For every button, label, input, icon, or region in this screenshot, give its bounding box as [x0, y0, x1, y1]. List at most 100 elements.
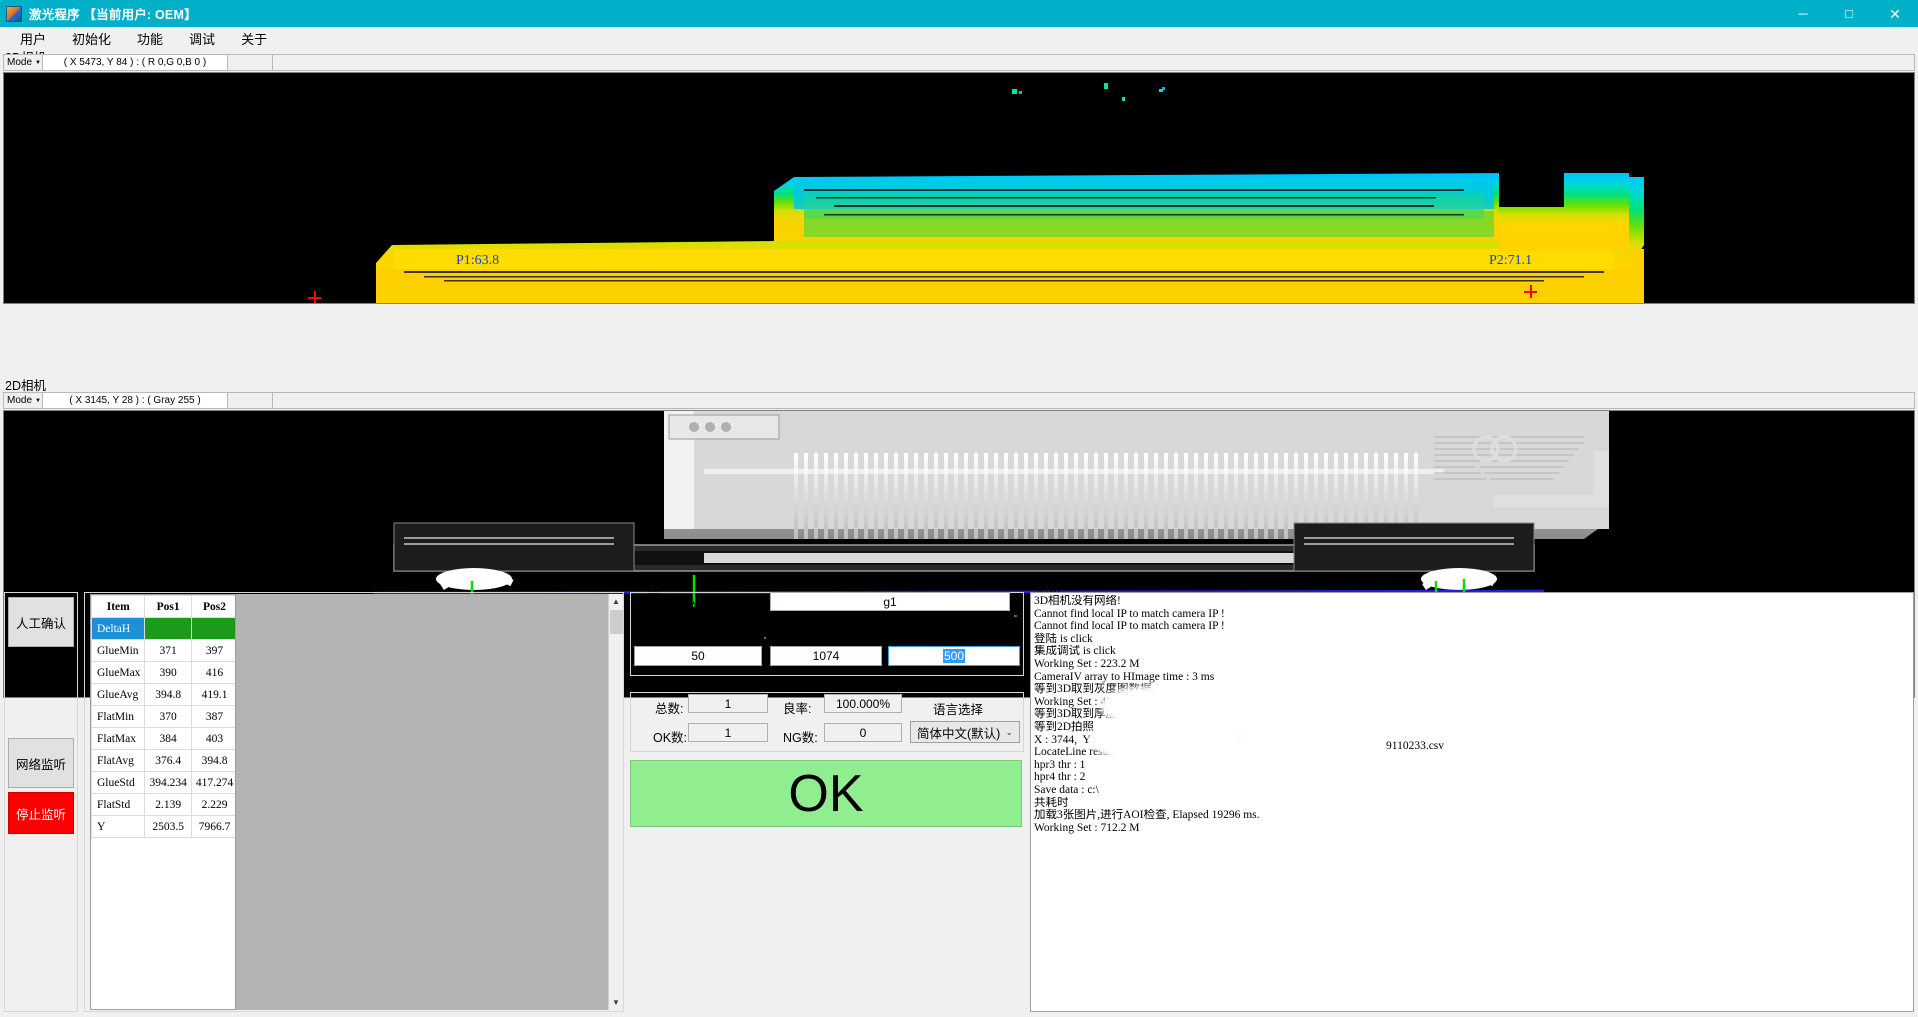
cam3d-toolbar-pad-2 [273, 54, 1915, 71]
menu-bar: 用户 初始化 功能 调试 关于 [0, 27, 1918, 50]
app-icon [6, 5, 22, 22]
menu-item-about[interactable]: 关于 [241, 31, 268, 47]
title-bar: 激光程序 【当前用户: OEM】 ─ □ ✕ [0, 0, 1918, 27]
info-log-box[interactable]: 3D相机没有网络! Cannot find local IP to match … [1030, 592, 1914, 1012]
cell-item: GlueMin [91, 639, 146, 662]
language-select-label: 语言选择 [933, 703, 984, 717]
table-row[interactable]: GlueMin 371 397 [91, 639, 235, 662]
log-line: 加载3张图片,进行AOI检查, Elapsed 19296 ms. [1034, 809, 1260, 822]
table-row[interactable]: FlatMax 384 403 [91, 727, 235, 750]
measure-panel [630, 692, 1024, 752]
cell-item: GlueStd [91, 771, 146, 794]
cell-pos2: 7966.7 [190, 815, 235, 838]
thickness-label: 膜厚度(μm): [668, 633, 735, 647]
close-button[interactable]: ✕ [1889, 5, 1901, 22]
cam3d-image-view[interactable]: P1:63.8 P2:71.1 [3, 72, 1915, 304]
scroll-up-icon[interactable]: ▲ [612, 597, 620, 606]
table-row[interactable]: GlueAvg 394.8 419.1 [91, 683, 235, 706]
maximize-button[interactable]: □ [1845, 6, 1853, 21]
chevron-down-icon: ⌄ [1005, 726, 1013, 737]
cell-pos1: 394.8 [144, 683, 192, 706]
total-count-label: 总数: [655, 702, 684, 716]
cell-pos1: 2.139 [144, 793, 192, 816]
cell-pos2: 417.274 [190, 771, 235, 794]
data-display-scrollbar[interactable]: ▲ ▼ [608, 594, 623, 1010]
scrollbar-thumb[interactable] [610, 610, 623, 634]
log-line: hpr4 thr : 2 [1034, 771, 1086, 784]
ng-count-label: NG数: [783, 731, 818, 745]
current-product-input[interactable]: g1 [770, 592, 1010, 611]
yield-value: 100.000% [824, 694, 902, 713]
cam3d-toolbar-pad-1 [228, 54, 273, 71]
cell-pos2: 397 [190, 639, 235, 662]
thickness-input[interactable]: 50 [634, 646, 762, 666]
table-row[interactable]: GlueStd 394.234 417.274 [91, 771, 235, 794]
menu-item-user[interactable]: 用户 [20, 31, 47, 47]
cam3d-crosshair-left [308, 291, 321, 303]
tolerance-input[interactable]: 500 [888, 646, 1020, 666]
log-line: Save data : c:\ [1034, 783, 1099, 796]
chevron-down-icon: ▼ [35, 59, 41, 66]
cam3d-annotation-p2: P2:71.1 [1489, 253, 1533, 268]
log-line: Cannot find local IP to match camera IP … [1034, 620, 1225, 633]
cell-item: Y [91, 815, 146, 838]
measurement-table-container[interactable]: Item Pos1 Pos2 DeltaH 42.8 47.1 GlueMin … [90, 594, 236, 1010]
cell-pos1: 384 [144, 727, 192, 750]
cell-pos1: 42.8 [144, 617, 192, 640]
log-line: 登陆 is click [1034, 632, 1093, 645]
current-product-label: 当前产品: [672, 601, 726, 615]
table-row[interactable]: FlatStd 2.139 2.229 [91, 793, 235, 816]
table-header-row: Item Pos1 Pos2 [91, 595, 235, 618]
cam3d-crosshair-right [1524, 285, 1537, 298]
data-display-panel [84, 592, 624, 1012]
menu-item-function[interactable]: 功能 [137, 31, 164, 47]
scroll-down-icon[interactable]: ▼ [612, 998, 620, 1007]
network-listen-button[interactable]: 网络监听 [8, 738, 74, 788]
data-display-empty-area [236, 594, 608, 1010]
ok-count-label: OK数: [653, 731, 688, 745]
manual-confirm-button[interactable]: 人工确认 [8, 597, 74, 647]
language-select[interactable]: 简体中文(默认) ⌄ [910, 721, 1020, 743]
chevron-down-icon: ▼ [35, 397, 41, 404]
table-row[interactable]: DeltaH 42.8 47.1 [91, 617, 235, 640]
cell-pos1: 371 [144, 639, 192, 662]
cell-pos1: 376.4 [144, 749, 192, 772]
total-count-value: 1 [688, 694, 768, 713]
cell-item: GlueAvg [91, 683, 146, 706]
log-line: hpr3 thr : 1 [1034, 758, 1086, 771]
cell-item: FlatAvg [91, 749, 146, 772]
cam2d-coordinate-readout: ( X 3145, Y 28 ) : ( Gray 255 ) [43, 392, 228, 409]
cam2d-toolbar-pad-1 [228, 392, 273, 409]
measurement-table: Item Pos1 Pos2 DeltaH 42.8 47.1 GlueMin … [91, 595, 235, 838]
cam2d-mode-dropdown[interactable]: Mode ▼ [3, 392, 43, 409]
cell-pos2: 387 [190, 705, 235, 728]
cell-item: FlatMin [91, 705, 146, 728]
cam2d-mode-label: Mode [7, 395, 33, 406]
table-row[interactable]: Y 2503.5 7966.7 [91, 815, 235, 838]
menu-item-debug[interactable]: 调试 [189, 31, 216, 47]
tolerance-label: 允许厚度(μm): [908, 633, 988, 647]
cell-pos2: 416 [190, 661, 235, 684]
menu-item-init[interactable]: 初始化 [72, 31, 112, 47]
window-title: 激光程序 【当前用户: OEM】 [29, 8, 197, 22]
scantime-input[interactable]: 1074 [770, 646, 882, 666]
cell-pos2: 394.8 [190, 749, 235, 772]
ng-count-value: 0 [824, 723, 902, 742]
yield-label: 良率: [783, 702, 812, 716]
stop-listen-button[interactable]: 停止监听 [8, 792, 74, 834]
cell-pos1: 2503.5 [144, 815, 192, 838]
column-header-item: Item [91, 595, 146, 618]
minimize-button[interactable]: ─ [1798, 6, 1808, 21]
log-line: CameraIV array to HImage time : 3 ms [1034, 670, 1215, 683]
cam3d-heightmap-render [4, 73, 1914, 303]
cell-item: FlatStd [91, 793, 146, 816]
scantime-label: 扫描时间ms: [795, 633, 866, 647]
table-row[interactable]: GlueMax 390 416 [91, 661, 235, 684]
cell-pos1: 394.234 [144, 771, 192, 794]
table-row[interactable]: FlatMin 370 387 [91, 705, 235, 728]
cam3d-mode-dropdown[interactable]: Mode ▼ [3, 54, 43, 71]
window-controls: ─ □ ✕ [1780, 0, 1918, 27]
table-row[interactable]: FlatAvg 376.4 394.8 [91, 749, 235, 772]
cam3d-mode-label: Mode [7, 57, 33, 68]
